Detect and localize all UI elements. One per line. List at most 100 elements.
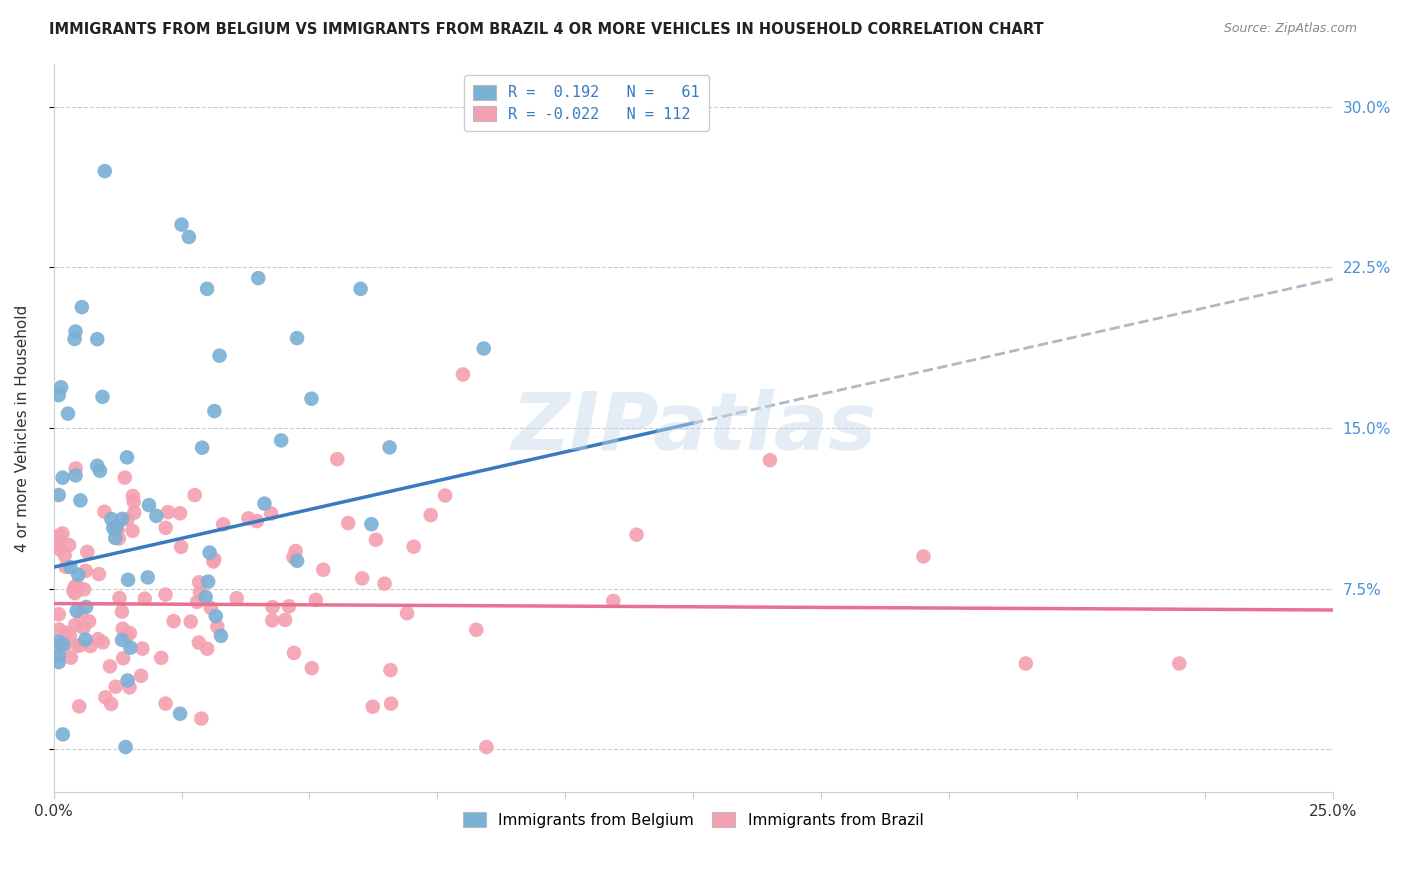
Point (374, 576, 396, 591)
Point (48, 635, 70, 649)
Point (912, 549, 935, 564)
Point (98, 659, 121, 673)
Point (48, 648, 70, 663)
Point (247, 271, 270, 285)
Point (284, 544, 307, 558)
Point (100, 512, 122, 526)
Point (1015, 657, 1038, 671)
Point (274, 613, 297, 627)
Point (195, 282, 218, 296)
Point (262, 600, 284, 615)
Point (270, 434, 292, 448)
Point (72, 621, 94, 635)
Point (170, 218, 193, 232)
Point (156, 505, 179, 519)
Point (94, 690, 117, 705)
Point (364, 533, 387, 547)
Point (52, 470, 75, 484)
Point (108, 591, 131, 605)
Point (52, 637, 75, 651)
Point (305, 593, 328, 607)
Point (48, 542, 70, 557)
Text: IMMIGRANTS FROM BELGIUM VS IMMIGRANTS FROM BRAZIL 4 OR MORE VEHICLES IN HOUSEHOL: IMMIGRANTS FROM BELGIUM VS IMMIGRANTS FR… (49, 22, 1043, 37)
Point (188, 575, 211, 590)
Point (73, 582, 96, 597)
Point (170, 540, 193, 554)
Point (131, 641, 153, 656)
Point (48, 537, 70, 551)
Point (104, 531, 127, 545)
Point (208, 349, 231, 363)
Point (91, 390, 114, 404)
Point (202, 554, 225, 568)
Point (204, 609, 226, 624)
Point (122, 489, 145, 503)
Point (87, 567, 110, 582)
Point (395, 606, 418, 620)
Text: ZIPatlas: ZIPatlas (510, 389, 876, 467)
Point (104, 680, 127, 694)
Point (69, 607, 91, 622)
Legend: Immigrants from Belgium, Immigrants from Brazil: Immigrants from Belgium, Immigrants from… (456, 804, 931, 835)
Point (117, 512, 139, 526)
Point (69, 638, 91, 652)
Point (65, 325, 87, 339)
Point (134, 591, 156, 606)
Point (65, 578, 87, 592)
Point (337, 516, 360, 530)
Point (91, 635, 114, 649)
Point (105, 520, 128, 534)
Point (70, 300, 93, 314)
Point (120, 640, 142, 655)
Point (48, 607, 70, 622)
Point (48, 528, 70, 542)
Y-axis label: 4 or more Vehicles in Household: 4 or more Vehicles in Household (15, 304, 30, 551)
Point (207, 620, 229, 634)
Point (138, 498, 160, 512)
Point (1168, 657, 1191, 671)
Point (111, 622, 134, 636)
Point (48, 655, 70, 669)
Point (67, 639, 90, 653)
Point (169, 706, 191, 721)
Point (108, 532, 131, 546)
Point (380, 663, 402, 677)
Point (202, 404, 225, 418)
Point (89, 464, 111, 478)
Point (65, 461, 87, 475)
Point (190, 712, 212, 726)
Point (198, 545, 221, 559)
Point (52, 727, 75, 741)
Point (177, 230, 200, 244)
Point (48, 388, 70, 402)
Point (75, 632, 97, 647)
Point (115, 629, 138, 643)
Point (76, 545, 98, 559)
Point (200, 600, 222, 615)
Point (312, 563, 335, 577)
Point (75, 599, 97, 614)
Point (188, 585, 211, 599)
Point (114, 739, 136, 754)
Point (67, 567, 90, 582)
Point (246, 514, 269, 528)
Point (112, 651, 135, 665)
Point (53, 548, 76, 562)
Point (122, 494, 145, 508)
Point (121, 524, 143, 538)
Point (285, 554, 308, 568)
Point (402, 540, 425, 554)
Point (378, 441, 401, 455)
Point (150, 650, 173, 665)
Point (111, 605, 134, 619)
Point (69, 493, 91, 508)
Point (419, 508, 441, 522)
Point (277, 599, 299, 614)
Point (197, 574, 219, 589)
Point (56, 407, 79, 421)
Point (238, 511, 260, 525)
Point (202, 552, 225, 566)
Point (55, 559, 77, 574)
Point (94, 164, 117, 178)
Point (475, 739, 498, 754)
